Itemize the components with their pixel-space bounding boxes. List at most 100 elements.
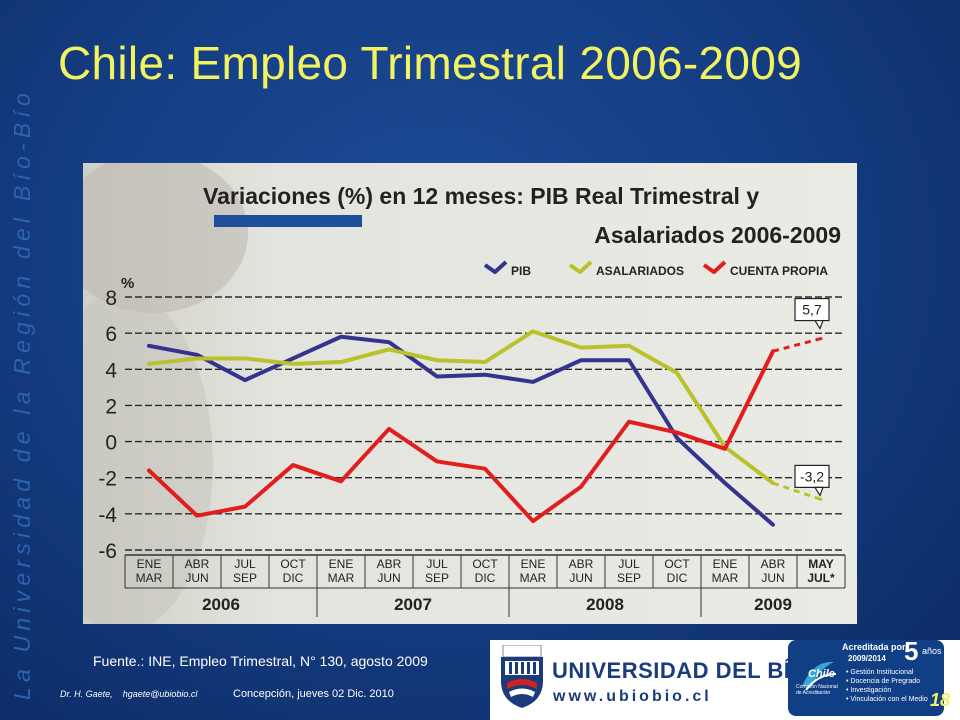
x-tick-label: JUL <box>234 557 256 571</box>
legend-label: PIB <box>511 264 531 278</box>
data-point <box>675 371 679 375</box>
legend-swatch <box>568 260 593 274</box>
chile-accreditation-icon <box>802 661 837 691</box>
data-point <box>579 485 583 489</box>
data-point <box>531 329 535 333</box>
callout-pointer <box>813 319 824 330</box>
x-tick-label: DIC <box>283 571 304 585</box>
chart-panel: Variaciones (%) en 12 meses: PIB Real Tr… <box>83 163 857 624</box>
vertical-motto-text: La Universidad de la Región del Bío-Bío <box>9 88 35 700</box>
x-tick-label: SEP <box>617 571 641 585</box>
x-tick-label: ENE <box>521 557 546 571</box>
y-axis-ticks: 8 6 4 2 0 -2 -4 -6 <box>98 287 117 563</box>
data-point <box>147 362 151 366</box>
data-point <box>723 447 727 451</box>
callout-pointer <box>813 486 824 497</box>
x-tick-label: MAR <box>712 571 739 585</box>
data-point <box>387 427 391 431</box>
source-note: Fuente.: INE, Empleo Trimestral, N° 130,… <box>93 653 428 669</box>
x-tick-label: ENE <box>329 557 354 571</box>
data-point <box>291 362 295 366</box>
data-point <box>627 420 631 424</box>
data-point <box>243 356 247 360</box>
legend-swatch <box>702 260 727 274</box>
chart-title-line2: Asalariados 2006-2009 <box>594 222 841 248</box>
data-point <box>435 375 439 379</box>
y-tick-label: -4 <box>98 504 117 527</box>
data-point <box>243 378 247 382</box>
x-tick-label: ABR <box>569 557 594 571</box>
chart-grid <box>125 296 845 551</box>
legend-label: ASALARIADOS <box>596 264 684 278</box>
x-tick-label: ABR <box>185 557 210 571</box>
data-point <box>291 356 295 360</box>
y-tick-label: 8 <box>105 287 117 310</box>
chile-label: Chile <box>808 668 835 680</box>
callout-label: -3,2 <box>800 468 824 484</box>
line-chart: Variaciones (%) en 12 meses: PIB Real Tr… <box>83 163 857 624</box>
y-tick-label: 2 <box>105 395 117 418</box>
data-point <box>531 380 535 384</box>
chart-title-line1: Variaciones (%) en 12 meses: PIB Real Tr… <box>203 183 759 209</box>
y-tick-label: 6 <box>105 323 117 346</box>
accreditation-area: Vinculación con el Medio <box>846 695 927 704</box>
x-tick-label: ABR <box>761 557 786 571</box>
data-point <box>819 337 823 341</box>
x-tick-label: SEP <box>233 571 257 585</box>
x-tick-label: MAR <box>136 571 163 585</box>
accreditation-title: Acreditada por <box>842 642 906 652</box>
year-label: 2007 <box>394 595 432 614</box>
series-line-asalariados <box>147 329 775 486</box>
slide-number: 18 <box>930 690 951 710</box>
accreditation-years-word: años <box>922 646 942 656</box>
data-point <box>387 340 391 344</box>
y-axis-unit: % <box>121 275 134 292</box>
data-point <box>771 523 775 527</box>
x-tick-label: JUL <box>426 557 448 571</box>
university-shield-logo <box>501 645 543 708</box>
accreditation-areas: Gestión Institucional Docencia de Pregra… <box>846 668 928 704</box>
year-label: 2008 <box>586 595 624 614</box>
x-tick-label: DIC <box>475 571 496 585</box>
data-point <box>771 481 775 485</box>
data-point <box>483 360 487 364</box>
chart-callouts: 5,7 -3,2 <box>794 297 830 497</box>
x-tick-label: OCT <box>664 557 690 571</box>
data-point <box>339 479 343 483</box>
data-point <box>483 373 487 377</box>
author-email[interactable]: hgaete@ubiobio.cl <box>122 689 198 699</box>
y-tick-label: -2 <box>98 468 117 491</box>
data-point <box>147 468 151 472</box>
data-point <box>291 463 295 467</box>
data-point <box>819 497 823 501</box>
series-projection-asalariados <box>772 481 822 501</box>
accreditation-area: Docencia de Pregrado <box>846 677 928 686</box>
year-label: 2006 <box>202 595 240 614</box>
data-point <box>579 358 583 362</box>
data-point <box>435 459 439 463</box>
data-point <box>483 467 487 471</box>
series-line-cuenta-propia <box>147 349 775 524</box>
data-point <box>627 358 631 362</box>
data-point <box>339 360 343 364</box>
x-tick-label: JUN <box>761 571 784 585</box>
x-tick-label: ENE <box>137 557 162 571</box>
x-tick-label: JUL* <box>807 571 835 585</box>
legend-label: CUENTA PROPIA <box>730 264 828 278</box>
x-tick-label: JUN <box>185 571 208 585</box>
photo-silhouette-body <box>83 293 213 624</box>
data-point <box>195 353 199 357</box>
data-point <box>579 346 583 350</box>
legend-swatch <box>483 260 508 274</box>
y-tick-label: 4 <box>105 359 117 382</box>
x-tick-label: MAR <box>328 571 355 585</box>
university-url[interactable]: www.ubiobio.cl <box>553 688 712 705</box>
data-point <box>531 519 535 523</box>
x-tick-label: ABR <box>377 557 402 571</box>
x-tick-label: OCT <box>280 557 306 571</box>
data-point <box>147 344 151 348</box>
data-point <box>771 349 775 353</box>
series-line-pib <box>147 334 775 527</box>
author-name: Dr. H. Gaete, <box>60 689 113 699</box>
data-point <box>339 335 343 339</box>
